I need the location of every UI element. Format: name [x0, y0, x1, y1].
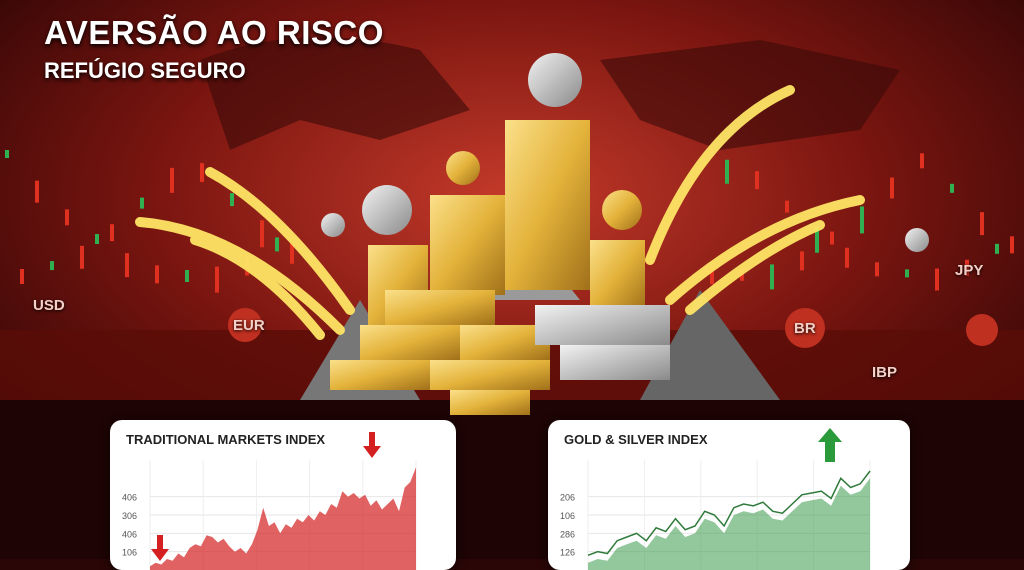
down-arrow-icon [151, 535, 169, 561]
candle [35, 180, 39, 203]
page-title: AVERSÃO AO RISCO [44, 14, 384, 51]
currency-label-jpy: JPY [955, 262, 984, 279]
gold-silver-chart: 206 106 286 126 [560, 428, 871, 570]
y-tick-label: 206 [560, 493, 575, 503]
candle [770, 264, 774, 290]
candle [710, 267, 714, 285]
candle [965, 259, 969, 276]
candle [200, 163, 204, 183]
y-tick-label: 286 [560, 529, 575, 539]
candle [725, 159, 729, 184]
candle [110, 224, 114, 242]
chart-title: TRADITIONAL MARKETS INDEX [126, 432, 326, 447]
candle [890, 177, 894, 199]
up-arrow-icon [818, 428, 842, 462]
candle [830, 231, 834, 245]
candle [920, 153, 924, 169]
y-tick-label: 306 [122, 511, 137, 521]
candle [1010, 236, 1014, 254]
candle [275, 237, 279, 252]
y-tick-label: 406 [122, 493, 137, 503]
candle [260, 220, 264, 248]
candle [155, 265, 159, 284]
candle [170, 167, 174, 193]
series-area [150, 467, 416, 570]
candle [995, 243, 999, 254]
traditional-markets-card: 406 306 406 106 TRADITIONAL MARKETS INDEX [110, 420, 456, 570]
candle [755, 171, 759, 190]
candle [905, 269, 909, 278]
currency-label-usd: USD [33, 297, 65, 314]
candle [980, 212, 984, 236]
y-tick-label: 126 [560, 548, 575, 558]
coins [228, 53, 998, 348]
yellow-arrows [135, 85, 865, 340]
y-tick-label: 106 [122, 548, 137, 558]
down-arrow-icon [363, 432, 381, 458]
candle [800, 251, 804, 271]
candle [80, 245, 84, 269]
currency-label-br: BR [794, 320, 816, 337]
candle [95, 233, 99, 244]
candle [230, 193, 234, 207]
traditional-markets-chart: 406 306 406 106 [122, 432, 417, 570]
gold-bars [330, 120, 670, 415]
gold-silver-card: 206 106 286 126 GOLD & SILVER INDEX [548, 420, 910, 570]
candle [5, 150, 9, 158]
candle [20, 268, 24, 284]
candle [50, 261, 54, 271]
candle [860, 206, 864, 234]
candle [185, 269, 189, 282]
candle [65, 209, 69, 226]
y-tick-label: 106 [560, 511, 575, 521]
candle [950, 183, 954, 193]
candle [125, 253, 129, 278]
page-subtitle: REFÚGIO SEGURO [44, 58, 246, 83]
candle [815, 226, 819, 253]
series-area [588, 478, 870, 570]
candle [935, 268, 939, 291]
series-line [587, 470, 871, 557]
candle [290, 242, 294, 264]
candle [215, 266, 219, 293]
candle [845, 247, 849, 268]
candle [785, 200, 789, 213]
currency-label-ibp: IBP [872, 364, 898, 381]
candle [875, 262, 879, 277]
chart-title: GOLD & SILVER INDEX [564, 432, 708, 447]
y-tick-label: 406 [122, 529, 137, 539]
currency-label-eur: EUR [233, 317, 265, 334]
candle [140, 197, 144, 209]
